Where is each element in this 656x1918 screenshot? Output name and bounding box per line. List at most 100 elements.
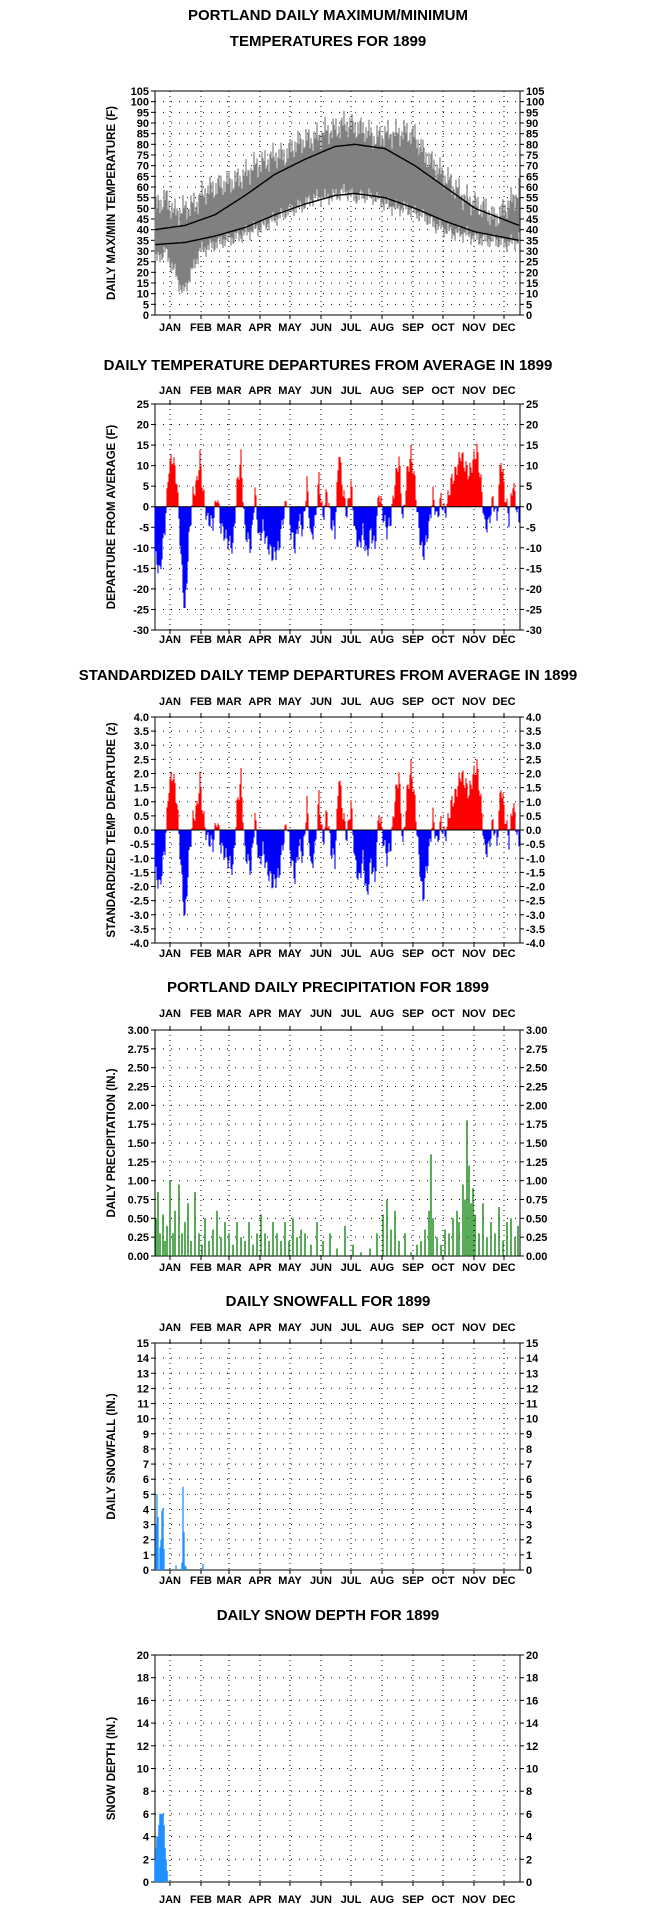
month-label-top: AUG — [370, 385, 394, 397]
ytick-label-left: 35 — [137, 235, 149, 247]
ytick-label-left: 10 — [137, 461, 149, 473]
month-label-top: JAN — [159, 1008, 181, 1020]
ytick-label-left: 0.25 — [128, 1232, 149, 1244]
ytick-label-right: 25 — [526, 399, 538, 411]
ytick-label-left: -2.5 — [130, 896, 149, 908]
ytick-label-left: 3.5 — [134, 726, 149, 738]
ytick-label-left: 9 — [143, 1429, 149, 1441]
ytick-label-right: -15 — [526, 563, 542, 575]
month-label-bottom: AUG — [370, 634, 394, 646]
ytick-label-left: 0 — [143, 1565, 149, 1577]
month-label-top: JUN — [310, 385, 332, 397]
month-label-bottom: OCT — [431, 1262, 455, 1274]
ytick-label-right: 0 — [526, 502, 532, 514]
month-label-top: OCT — [431, 385, 455, 397]
month-label-bottom: APR — [248, 322, 271, 334]
month-label-top: NOV — [462, 385, 487, 397]
month-label-bottom: SEP — [402, 948, 424, 960]
ytick-label-right: -30 — [526, 625, 542, 637]
ytick-label-right: 2.00 — [526, 1100, 547, 1112]
ytick-label-right: 8 — [526, 1786, 532, 1798]
ytick-label-left: 60 — [137, 182, 149, 194]
month-label-top: MAY — [278, 385, 302, 397]
ytick-label-left: 50 — [137, 203, 149, 215]
month-label-top: APR — [248, 1008, 271, 1020]
month-label-top: OCT — [431, 1322, 455, 1334]
month-label-top: MAR — [216, 1008, 241, 1020]
month-label-top: AUG — [370, 696, 394, 708]
ytick-label-left: 45 — [137, 214, 149, 226]
ytick-label-right: 0.00 — [526, 1251, 547, 1263]
ytick-label-right: 16 — [526, 1695, 538, 1707]
ytick-label-left: -20 — [133, 584, 149, 596]
month-label-bottom: JUN — [310, 948, 332, 960]
ytick-label-left: 12 — [137, 1741, 149, 1753]
month-label-top: APR — [248, 1322, 271, 1334]
chart-departure: DAILY TEMPERATURE DEPARTURES FROM AVERAG… — [104, 357, 553, 646]
ytick-label-left: -3.0 — [130, 910, 149, 922]
ytick-label-left: -3.5 — [130, 924, 149, 936]
ytick-label-left: 1.5 — [134, 783, 149, 795]
month-label-top: MAR — [216, 1322, 241, 1334]
ytick-label-left: -5 — [139, 522, 149, 534]
month-label-top: JUL — [341, 385, 362, 397]
ytick-label-left: -25 — [133, 604, 149, 616]
ytick-label-right: 65 — [526, 171, 538, 183]
month-label-bottom: MAR — [216, 1262, 241, 1274]
ytick-label-left: 1.00 — [128, 1176, 149, 1188]
snowdepth-bars — [154, 1813, 168, 1882]
ytick-label-right: -10 — [526, 543, 542, 555]
ytick-label-left: 20 — [137, 1650, 149, 1662]
normal-min-line — [154, 192, 520, 246]
month-label-bottom: MAY — [278, 1575, 302, 1587]
ytick-label-left: 2.5 — [134, 754, 149, 766]
ytick-label-right: 0.75 — [526, 1195, 547, 1207]
ytick-label-right: 0.5 — [526, 811, 541, 823]
chart-snowdepth: DAILY SNOW DEPTH FOR 1899 0 0 2 2 4 4 6 6 8 8 10 10 1… — [106, 1607, 539, 1906]
month-label-bottom: NOV — [462, 1575, 487, 1587]
ytick-label-left: 6 — [143, 1809, 149, 1821]
ytick-label-left: 80 — [137, 139, 149, 151]
ytick-label-left: 2.00 — [128, 1100, 149, 1112]
ytick-label-right: 85 — [526, 129, 538, 141]
ytick-label-left: 30 — [137, 246, 149, 258]
month-label-top: JUL — [341, 1322, 362, 1334]
ytick-label-left: 4 — [143, 1504, 150, 1516]
month-label-top: JUN — [310, 1322, 332, 1334]
month-label-bottom: FEB — [190, 1262, 212, 1274]
month-label-bottom: SEP — [402, 322, 424, 334]
ytick-label-left: -1.5 — [130, 867, 149, 879]
ytick-label-left: 5 — [143, 299, 149, 311]
ytick-label-right: 2.25 — [526, 1082, 547, 1094]
ytick-label-right: 10 — [526, 1764, 538, 1776]
ytick-label-right: -0.5 — [526, 839, 545, 851]
chart-title-maxmin-1: TEMPERATURES FOR 1899 — [230, 33, 426, 50]
month-label-bottom: FEB — [190, 1894, 212, 1906]
month-label-top: OCT — [431, 696, 455, 708]
month-label-bottom: MAY — [278, 634, 302, 646]
month-label-bottom: FEB — [190, 322, 212, 334]
month-label-bottom: OCT — [431, 948, 455, 960]
month-label-bottom: NOV — [462, 948, 487, 960]
ytick-label-left: 100 — [131, 97, 149, 109]
ytick-label-right: 12 — [526, 1383, 538, 1395]
plot-frame — [154, 1342, 521, 1571]
grid-dots — [155, 1343, 520, 1570]
ytick-label-left: 65 — [137, 171, 149, 183]
month-label-bottom: JAN — [159, 1575, 181, 1587]
ytick-label-left: 3.0 — [134, 740, 149, 752]
month-label-bottom: JUN — [310, 1894, 332, 1906]
month-label-bottom: MAY — [278, 1894, 302, 1906]
month-label-top: APR — [248, 385, 271, 397]
month-label-bottom: MAY — [278, 1262, 302, 1274]
ytick-label-right: 12 — [526, 1741, 538, 1753]
month-label-top: NOV — [462, 1322, 487, 1334]
ytick-label-right: 50 — [526, 203, 538, 215]
ytick-label-left: 40 — [137, 225, 149, 237]
ytick-label-left: -10 — [133, 543, 149, 555]
month-label-bottom: OCT — [431, 634, 455, 646]
ytick-label-right: 6 — [526, 1474, 532, 1486]
ytick-label-right: 3.5 — [526, 726, 541, 738]
